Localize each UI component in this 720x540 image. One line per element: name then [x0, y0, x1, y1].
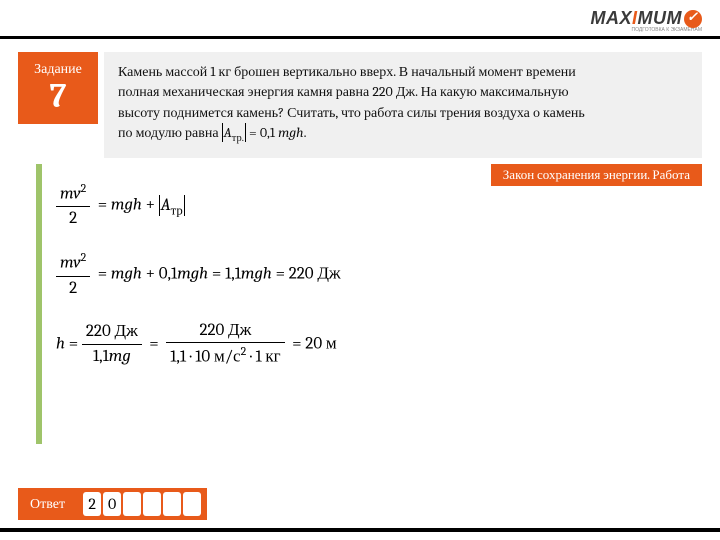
equation-3: h = 220 Дж 1,1mg = 220 Дж 1,1 · 10 м/с2 …: [56, 319, 341, 370]
header-divider: [0, 36, 720, 39]
problem-line: Камень массой 1 кг брошен вертикально вв…: [118, 63, 576, 80]
answer-digit: 2: [83, 492, 101, 516]
answer-digit: [123, 492, 141, 516]
topic-label: Закон сохранения энергии. Работа: [491, 164, 702, 186]
problem-line: по модулю равна: [118, 124, 222, 141]
answer-digit: 0: [103, 492, 121, 516]
answer-digit: [143, 492, 161, 516]
fraction: mv2 2: [56, 180, 90, 231]
equation-1: mv2 2 = mgh + Aтр: [56, 180, 341, 231]
equation-2: mv2 2 = mgh + 0,1mgh = 1,1mgh = 220 Дж: [56, 249, 341, 300]
problem-formula: Aтр.: [222, 124, 246, 141]
task-badge: Задание 7: [18, 52, 98, 124]
answer-digit: [163, 492, 181, 516]
brand-part-2: MUM: [638, 8, 683, 28]
brand-part-1: MAX: [590, 8, 632, 28]
brand-logo: MAXIMUM ПОДГОТОВКА К ЭКЗАМЕНАМ: [590, 8, 702, 33]
answer-digit: [183, 492, 201, 516]
problem-line: полная механическая энергия камня равна …: [118, 83, 569, 100]
fraction: 220 Дж 1,1 · 10 м/с2 · 1 кг: [166, 319, 284, 370]
problem-text: Камень массой 1 кг брошен вертикально вв…: [104, 52, 702, 158]
fraction: 220 Дж 1,1mg: [82, 320, 142, 369]
brand-check-icon: [684, 10, 702, 28]
answer-label: Ответ: [18, 488, 77, 520]
solution-area: mv2 2 = mgh + Aтр mv2 2 = mgh + 0,1mgh =…: [56, 180, 341, 388]
answer-bar: Ответ 2 0: [18, 488, 207, 520]
problem-line: высоту поднимется камень? Считать, что р…: [118, 104, 585, 121]
solution-accent-bar: [36, 164, 42, 444]
fraction: mv2 2: [56, 249, 90, 300]
task-number: 7: [18, 78, 98, 115]
abs-term: Aтр: [159, 196, 185, 215]
answer-boxes: 2 0: [77, 488, 207, 520]
footer-divider: [0, 528, 720, 532]
